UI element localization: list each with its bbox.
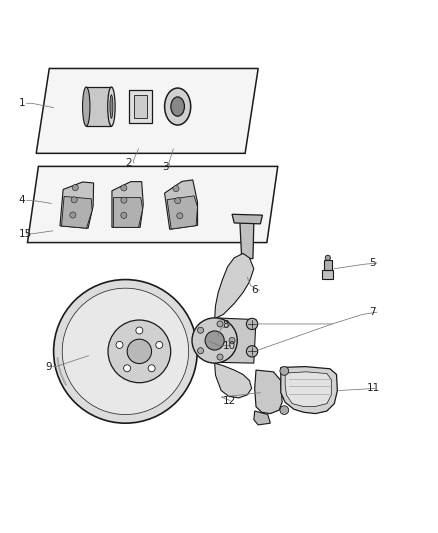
Polygon shape <box>254 411 270 425</box>
Ellipse shape <box>171 97 184 116</box>
Circle shape <box>177 213 183 219</box>
Circle shape <box>198 348 204 354</box>
Polygon shape <box>165 180 198 229</box>
Polygon shape <box>215 363 252 398</box>
Polygon shape <box>60 182 94 228</box>
Text: 9: 9 <box>45 361 52 372</box>
Circle shape <box>72 184 78 191</box>
Circle shape <box>229 337 235 344</box>
Circle shape <box>217 354 223 360</box>
Text: 4: 4 <box>19 196 25 205</box>
Circle shape <box>173 185 179 192</box>
Circle shape <box>121 212 127 219</box>
Text: 1: 1 <box>19 98 25 108</box>
Ellipse shape <box>165 88 191 125</box>
Text: 5: 5 <box>369 258 376 268</box>
Circle shape <box>280 406 289 415</box>
Circle shape <box>247 318 258 329</box>
Circle shape <box>175 198 181 204</box>
Circle shape <box>325 255 330 261</box>
Polygon shape <box>28 166 278 243</box>
Circle shape <box>192 318 237 363</box>
Ellipse shape <box>82 87 90 126</box>
Circle shape <box>280 367 289 375</box>
Circle shape <box>121 197 127 203</box>
Text: 6: 6 <box>252 286 258 295</box>
Circle shape <box>136 327 143 334</box>
Circle shape <box>71 197 77 203</box>
Bar <box>129 90 152 123</box>
Polygon shape <box>36 68 258 154</box>
Circle shape <box>217 321 223 327</box>
Circle shape <box>156 342 162 349</box>
Circle shape <box>205 331 224 350</box>
Circle shape <box>53 279 197 423</box>
Text: 11: 11 <box>367 383 380 393</box>
Circle shape <box>121 185 127 191</box>
Polygon shape <box>112 182 143 228</box>
Polygon shape <box>214 318 256 363</box>
Bar <box>324 261 332 270</box>
Polygon shape <box>61 197 92 228</box>
Text: 12: 12 <box>223 395 236 406</box>
Text: 15: 15 <box>19 229 32 239</box>
Polygon shape <box>232 214 262 224</box>
Circle shape <box>70 212 76 218</box>
Ellipse shape <box>110 95 113 118</box>
Circle shape <box>116 342 123 349</box>
Text: 10: 10 <box>223 341 236 351</box>
Circle shape <box>108 320 171 383</box>
Circle shape <box>62 288 189 415</box>
Circle shape <box>127 339 152 364</box>
Polygon shape <box>281 367 337 414</box>
Circle shape <box>124 365 131 372</box>
Text: 7: 7 <box>369 307 376 317</box>
Bar <box>134 95 147 118</box>
Circle shape <box>198 327 204 333</box>
Polygon shape <box>285 372 331 407</box>
Ellipse shape <box>108 87 115 126</box>
Bar <box>86 87 111 126</box>
Text: 8: 8 <box>223 320 229 330</box>
Polygon shape <box>167 196 198 229</box>
Text: 3: 3 <box>162 162 169 172</box>
Polygon shape <box>215 254 254 319</box>
Circle shape <box>247 346 258 357</box>
Text: 2: 2 <box>125 158 132 168</box>
Bar <box>322 270 333 279</box>
Polygon shape <box>240 222 254 259</box>
Polygon shape <box>254 370 282 414</box>
Polygon shape <box>113 198 143 228</box>
Circle shape <box>148 365 155 372</box>
